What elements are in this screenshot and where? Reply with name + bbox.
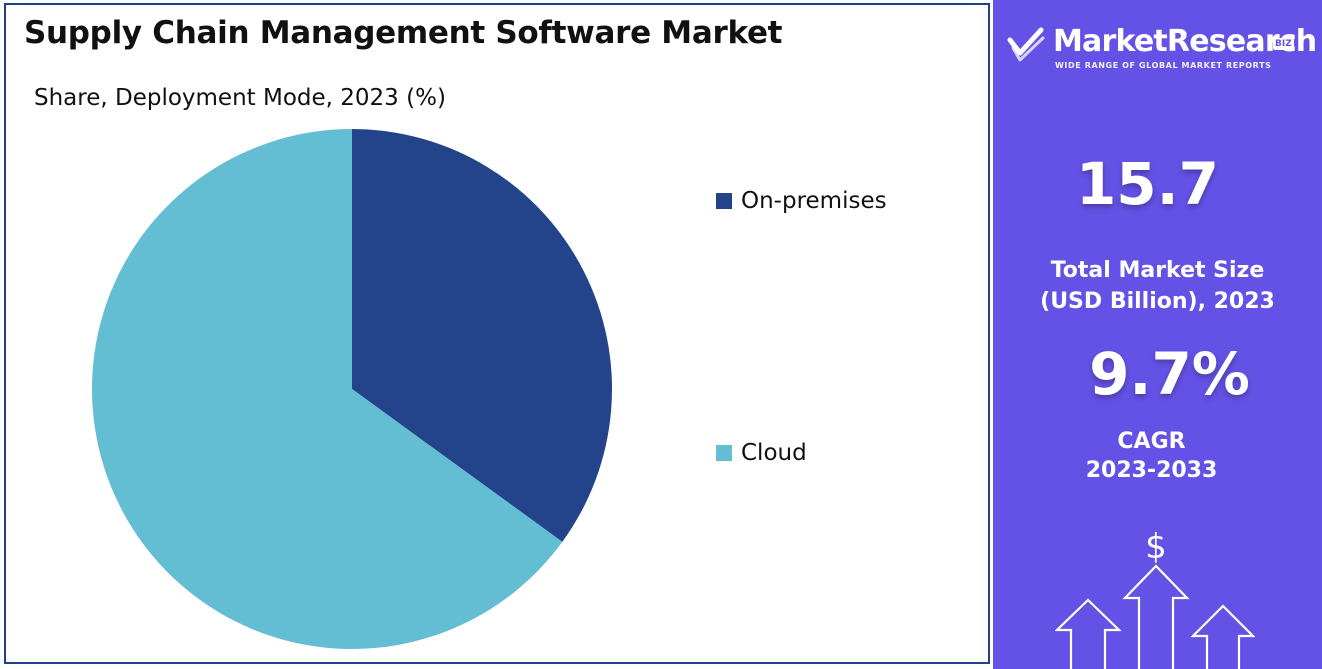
cagr-label-line2: 2023-2033 [1085,458,1218,483]
legend-label: On-premises [741,188,887,214]
legend-item-cloud: Cloud [716,440,807,466]
pie-chart [91,129,612,649]
pie-slice-cloud [91,129,563,649]
cagr-value: 9.7% [1089,340,1250,408]
cagr-label-line1: CAGR [1117,429,1186,454]
legend-label: Cloud [741,440,807,466]
legend-swatch [716,445,732,461]
legend-swatch [716,193,732,209]
chart-title: Supply Chain Management Software Market [24,15,783,51]
market-size-value: 15.7 [1075,150,1220,218]
legend-item-on-premises: On-premises [716,188,887,214]
dollar-symbol: $ [1145,527,1167,567]
pie-slice-on-premises [352,129,612,542]
chart-panel: Supply Chain Management Software Market … [4,3,990,664]
pie-slices [91,129,612,649]
market-size-label-line1: Total Market Size [1050,258,1265,283]
checkmark-logo-icon [1007,27,1045,62]
brand-tagline: WIDE RANGE OF GLOBAL MARKET REPORTS [1055,61,1272,70]
side-panel: MarketResearch BIZ WIDE RANGE OF GLOBAL … [993,0,1322,669]
growth-arrows-icon: $ [1055,527,1255,669]
market-size-label-line2: (USD Billion), 2023 [1040,289,1275,314]
brand-badge: BIZ [1273,38,1294,50]
chart-subtitle: Share, Deployment Mode, 2023 (%) [34,85,446,111]
